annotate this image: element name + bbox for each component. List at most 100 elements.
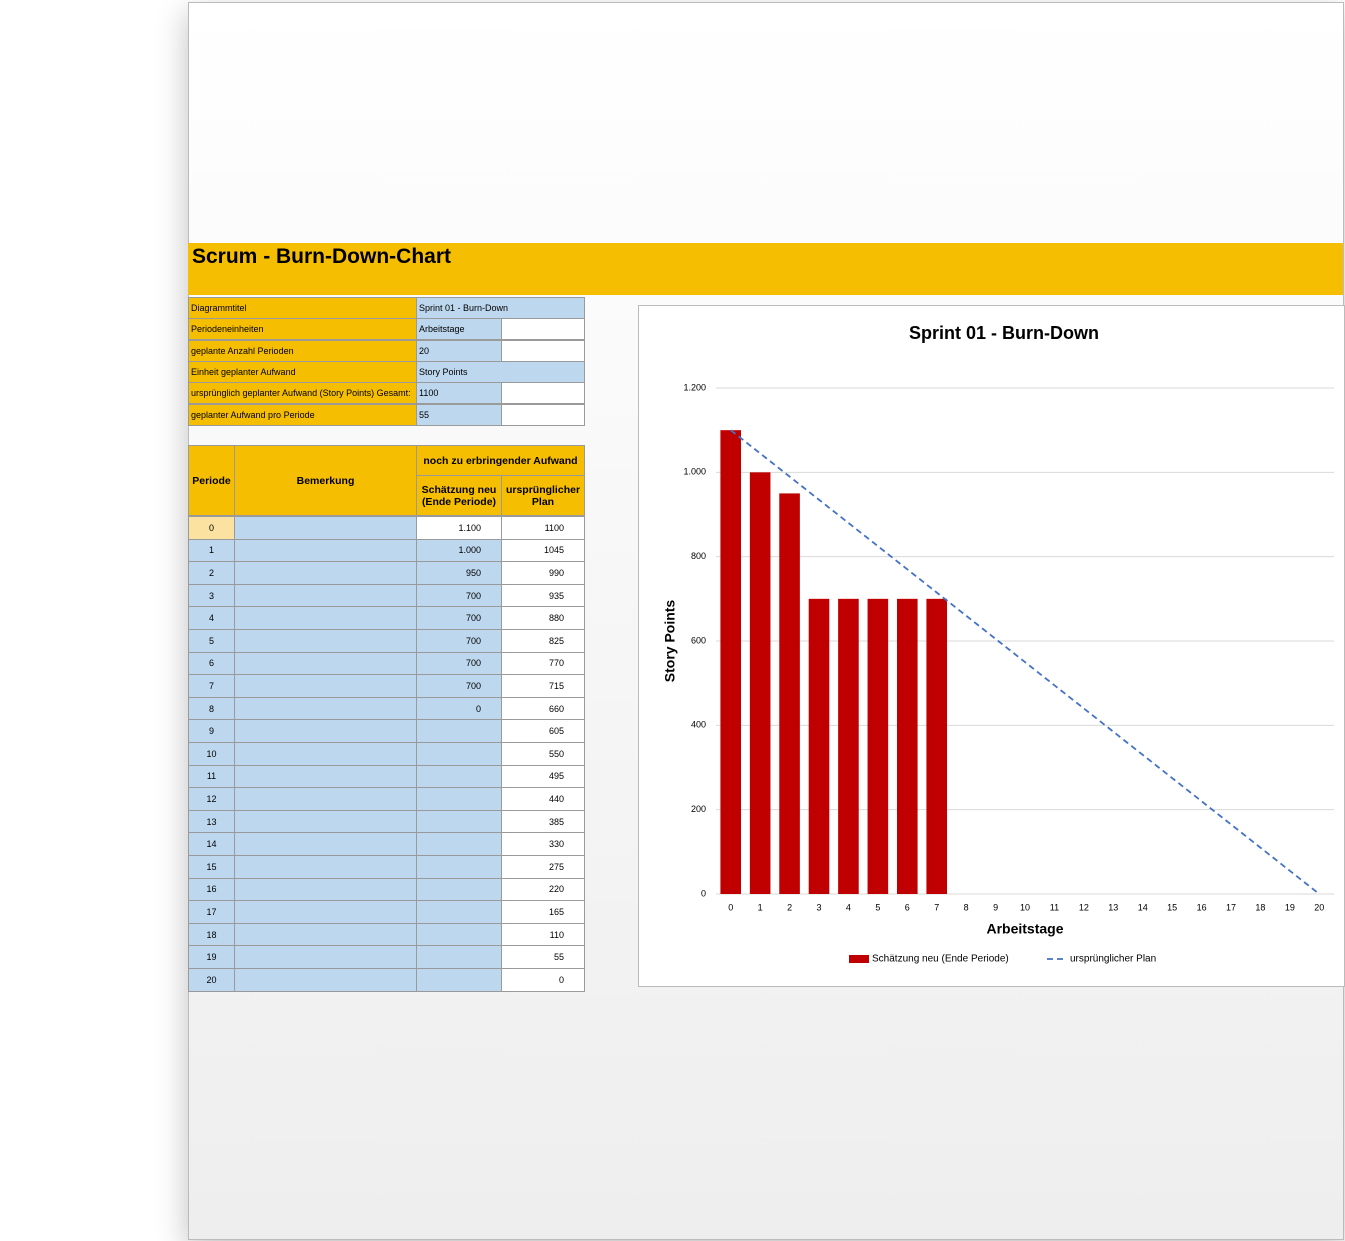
plan-cell: 770 [501, 651, 585, 676]
setting-label: Einheit geplanter Aufwand [188, 360, 417, 383]
plan-cell: 55 [501, 945, 585, 969]
bar [720, 430, 742, 894]
plan-cell: 110 [501, 922, 585, 947]
x-tick-label: 4 [846, 902, 851, 912]
estimate-cell [416, 855, 502, 879]
remark-cell [234, 651, 417, 676]
remark-cell [234, 538, 417, 563]
estimate-cell [416, 945, 502, 969]
y-tick-label: 800 [691, 551, 706, 561]
bar [779, 493, 800, 894]
estimate-cell: 700 [416, 674, 502, 698]
plan-cell: 660 [501, 696, 585, 721]
header-plan: ursprünglicher Plan [501, 475, 585, 516]
estimate-cell: 700 [416, 606, 502, 630]
header-estimate: Schätzung neu (Ende Periode) [416, 475, 502, 516]
estimate-cell [416, 742, 502, 766]
x-tick-label: 14 [1138, 902, 1148, 912]
setting-label: geplanter Aufwand pro Periode [188, 403, 417, 426]
period-cell: 6 [188, 651, 235, 676]
x-tick-label: 0 [728, 902, 733, 912]
period-cell: 9 [188, 719, 235, 743]
bar [896, 598, 918, 894]
y-tick-label: 600 [691, 635, 706, 645]
sheet-title: Scrum - Burn-Down-Chart [192, 245, 451, 268]
setting-value: Story Points [416, 360, 585, 383]
remark-cell [234, 787, 417, 811]
x-tick-label: 3 [816, 902, 821, 912]
plan-cell: 0 [501, 968, 585, 992]
plan-cell: 825 [501, 629, 585, 653]
remark-cell [234, 583, 417, 608]
x-tick-label: 2 [787, 902, 792, 912]
estimate-cell [416, 764, 502, 789]
plan-cell: 440 [501, 787, 585, 811]
period-cell: 20 [188, 968, 235, 992]
x-axis-title: Arbeitstage [986, 921, 1063, 937]
plan-cell: 715 [501, 674, 585, 698]
period-cell: 8 [188, 696, 235, 721]
setting-empty [501, 403, 585, 426]
period-cell: 4 [188, 606, 235, 630]
setting-value: 1100 [416, 382, 502, 405]
header-remark: Bemerkung [234, 445, 417, 516]
x-tick-label: 5 [875, 902, 880, 912]
estimate-cell: 700 [416, 651, 502, 676]
estimate-cell [416, 832, 502, 856]
title-band: Scrum - Burn-Down-Chart [188, 243, 1343, 295]
x-tick-label: 12 [1079, 902, 1089, 912]
setting-empty [501, 382, 585, 405]
period-cell: 3 [188, 583, 235, 608]
legend-label: ursprünglicher Plan [1070, 954, 1156, 965]
estimate-cell: 700 [416, 583, 502, 608]
header-period: Periode [188, 445, 235, 516]
plan-cell: 550 [501, 742, 585, 766]
period-cell: 13 [188, 809, 235, 834]
estimate-cell: 1.000 [416, 538, 502, 563]
plan-cell: 880 [501, 606, 585, 630]
period-cell: 16 [188, 877, 235, 902]
estimate-cell: 0 [416, 696, 502, 721]
remark-cell [234, 945, 417, 969]
plan-cell: 990 [501, 561, 585, 585]
x-tick-label: 17 [1226, 902, 1236, 912]
y-tick-label: 0 [701, 888, 706, 898]
remark-cell [234, 561, 417, 585]
setting-value: 55 [416, 403, 502, 426]
plan-cell: 1100 [501, 516, 585, 540]
y-tick-label: 1.000 [683, 467, 706, 477]
y-tick-label: 1.200 [683, 382, 706, 392]
period-cell: 2 [188, 561, 235, 585]
setting-label: Periodeneinheiten [188, 318, 417, 341]
y-tick-label: 200 [691, 804, 706, 814]
setting-value: Arbeitstage [416, 318, 502, 341]
remark-cell [234, 855, 417, 879]
remark-cell [234, 742, 417, 766]
header-group: noch zu erbringender Aufwand [416, 445, 585, 476]
x-tick-label: 1 [758, 902, 763, 912]
x-tick-label: 8 [964, 902, 969, 912]
plan-cell: 330 [501, 832, 585, 856]
remark-cell [234, 719, 417, 743]
estimate-cell: 1.100 [416, 516, 502, 540]
x-tick-label: 16 [1197, 902, 1207, 912]
period-cell: 7 [188, 674, 235, 698]
estimate-cell [416, 877, 502, 902]
y-tick-label: 400 [691, 720, 706, 730]
x-tick-label: 7 [934, 902, 939, 912]
period-cell: 18 [188, 922, 235, 947]
x-tick-label: 6 [905, 902, 910, 912]
setting-empty [501, 318, 585, 341]
y-axis-title: Story Points [662, 600, 678, 683]
legend-label: Schätzung neu (Ende Periode) [872, 954, 1009, 965]
setting-label: Diagrammtitel [188, 297, 417, 319]
bar [926, 598, 948, 894]
estimate-cell [416, 787, 502, 811]
chart-title: Sprint 01 - Burn-Down [909, 323, 1099, 343]
period-cell: 11 [188, 764, 235, 789]
bar [749, 472, 771, 894]
plan-cell: 165 [501, 900, 585, 924]
period-cell: 17 [188, 900, 235, 924]
remark-cell [234, 877, 417, 902]
estimate-cell: 950 [416, 561, 502, 585]
